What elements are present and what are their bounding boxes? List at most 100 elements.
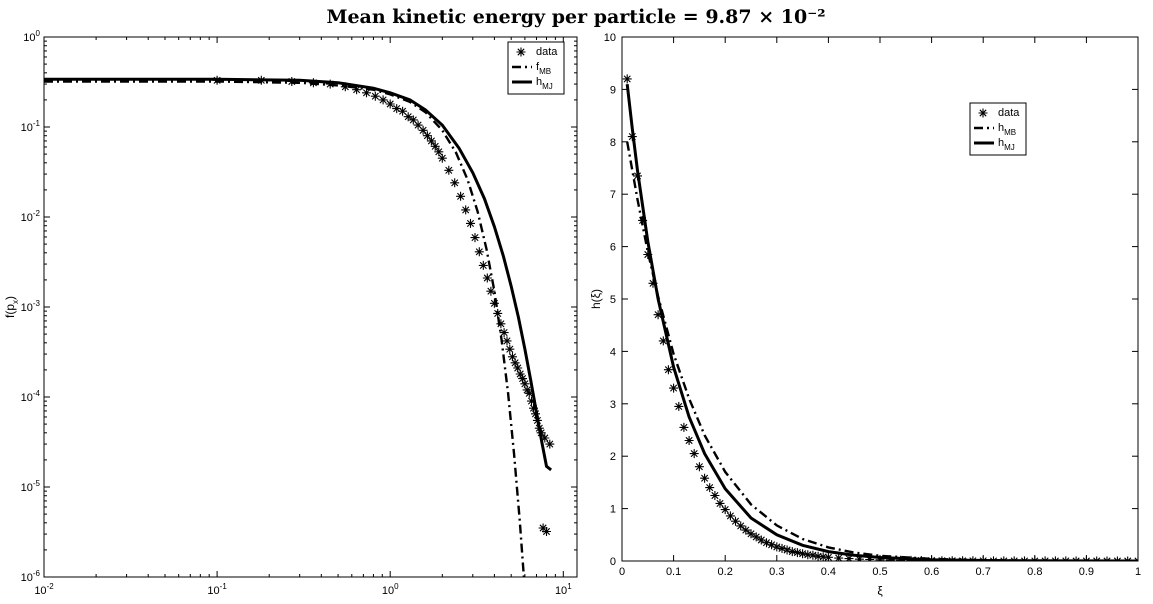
data-point xyxy=(398,106,408,116)
data-point xyxy=(725,511,735,521)
data-point xyxy=(482,273,492,283)
data-point xyxy=(450,178,460,188)
data-point xyxy=(385,99,395,109)
data-point xyxy=(885,555,895,561)
y-tick-label: 5 xyxy=(610,294,616,306)
data-point xyxy=(499,328,509,338)
data-point xyxy=(444,165,454,175)
data-point xyxy=(705,483,715,493)
data-point xyxy=(736,521,746,531)
data-point xyxy=(340,82,350,92)
y-tick-label: 10-2 xyxy=(21,209,41,224)
y-tick-label: 10-4 xyxy=(21,389,41,404)
series-data xyxy=(212,75,555,536)
data-point xyxy=(694,462,704,472)
data-point xyxy=(720,505,730,515)
legend-label: hMB xyxy=(998,122,1016,137)
data-point xyxy=(669,383,679,393)
data-point xyxy=(762,538,771,548)
data-point xyxy=(674,401,684,411)
data-point xyxy=(505,344,515,354)
data-point xyxy=(437,153,447,163)
plot-area xyxy=(44,75,555,577)
data-point xyxy=(378,95,388,105)
data-point xyxy=(834,553,844,561)
left-plot-panel: 10-2 10-1 100 101 10-6 10-5 10-4 10-3 10-2 10-1 10… xyxy=(3,29,578,604)
figure-title: Mean kinetic energy per particle = 9.87 … xyxy=(326,6,825,28)
data-point xyxy=(478,260,488,270)
data-point xyxy=(403,112,413,122)
data-point xyxy=(700,473,710,483)
y-tick-label: 8 xyxy=(610,137,616,149)
data-point xyxy=(510,358,520,368)
series-line-h-mj xyxy=(44,77,553,472)
data-point xyxy=(527,396,536,406)
legend-label: fMB xyxy=(536,61,551,76)
data-point xyxy=(689,449,699,459)
data-point xyxy=(502,336,512,346)
data-point xyxy=(545,439,555,449)
legend-label: data xyxy=(536,46,558,58)
y-tick-label: 3 xyxy=(610,399,616,411)
data-point xyxy=(522,385,532,395)
data-point xyxy=(679,422,689,432)
x-tick-label: 101 xyxy=(555,582,572,597)
legend-label: hMJ xyxy=(998,137,1015,152)
data-point xyxy=(434,147,444,157)
x-tick-label: 0.4 xyxy=(821,566,836,578)
data-point xyxy=(456,191,466,201)
x-tick-label: 0 xyxy=(619,566,625,578)
x-axis-label: ξ xyxy=(877,584,883,598)
data-point xyxy=(474,247,484,257)
data-point xyxy=(489,298,499,308)
data-point xyxy=(684,436,694,445)
data-point xyxy=(496,319,506,329)
data-point xyxy=(658,336,668,346)
y-tick-label: 10-6 xyxy=(21,569,41,584)
x-tick-label: 0.7 xyxy=(976,566,991,578)
data-point xyxy=(413,120,423,130)
y-axis-label: h(ξ) xyxy=(589,289,603,309)
data-point xyxy=(865,555,875,561)
x-tick-label: 0.6 xyxy=(924,566,939,578)
series-line-h-mb xyxy=(626,141,1138,561)
data-point xyxy=(792,548,802,558)
data-point xyxy=(823,552,833,561)
data-point xyxy=(896,555,906,561)
y-tick-label: 10 xyxy=(604,32,616,44)
data-point xyxy=(731,516,740,526)
data-point xyxy=(418,125,428,135)
data-point xyxy=(808,550,818,560)
data-point xyxy=(798,549,808,559)
data-point xyxy=(767,540,777,550)
data-point xyxy=(466,218,475,228)
data-point xyxy=(787,547,797,557)
series-line-h-mj xyxy=(625,84,1138,561)
data-point xyxy=(854,554,864,561)
axes-frame xyxy=(43,36,578,578)
data-point xyxy=(426,136,436,146)
legend-label: hMJ xyxy=(536,76,553,91)
y-tick-label: 7 xyxy=(610,189,616,201)
data-point xyxy=(362,88,371,98)
data-point xyxy=(515,369,525,379)
y-tick-label: 9 xyxy=(610,84,616,96)
data-point xyxy=(538,523,548,533)
data-point xyxy=(352,85,362,95)
data-point xyxy=(710,491,720,500)
data-point xyxy=(540,433,550,443)
y-tick-label: 1 xyxy=(610,504,616,516)
x-tick-label: 0.5 xyxy=(872,566,887,578)
y-tick-label: 0 xyxy=(610,556,616,568)
data-point xyxy=(746,529,756,539)
data-point xyxy=(648,278,658,288)
data-point xyxy=(741,525,751,535)
plot-area xyxy=(622,74,1138,561)
data-point xyxy=(470,233,480,243)
data-point xyxy=(508,352,517,362)
series-data xyxy=(622,74,1138,561)
x-tick-label: 10-1 xyxy=(207,582,227,597)
y-tick-label: 100 xyxy=(23,29,40,44)
